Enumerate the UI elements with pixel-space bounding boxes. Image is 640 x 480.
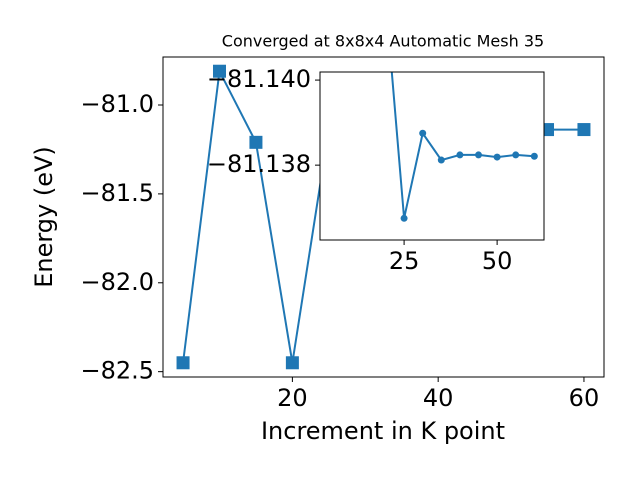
marker [577,123,591,137]
marker [512,151,520,159]
axes-frame [319,71,545,241]
y-tick-label: −81.138 [207,150,311,178]
y-tick-label: −81.140 [207,65,311,93]
y-tick-label: −81.5 [80,179,154,207]
y-tick-label: −82.0 [80,268,154,296]
chart-title: Converged at 8x8x4 Automatic Mesh 35 [222,32,544,51]
axes-frame [162,56,605,378]
x-tick-label: 60 [569,384,600,412]
y-tick-label: −82.5 [80,357,154,385]
plot-clip [382,0,538,222]
y-axis-label: Energy (eV) [30,146,58,288]
marker [285,356,299,370]
marker [493,153,501,161]
marker [530,152,538,160]
marker [437,156,445,164]
marker [212,64,226,78]
marker [400,214,408,222]
x-tick-label: 40 [423,384,454,412]
x-tick-label: 20 [277,384,308,412]
marker [475,151,483,159]
y-tick-label: −81.0 [80,90,154,118]
marker [382,0,389,1]
x-axis-label: Increment in K point [261,417,505,445]
marker [249,135,263,149]
marker [456,151,464,159]
x-tick-label: 50 [482,247,513,275]
marker [419,129,427,137]
x-tick-label: 25 [389,247,420,275]
marker [176,356,190,370]
